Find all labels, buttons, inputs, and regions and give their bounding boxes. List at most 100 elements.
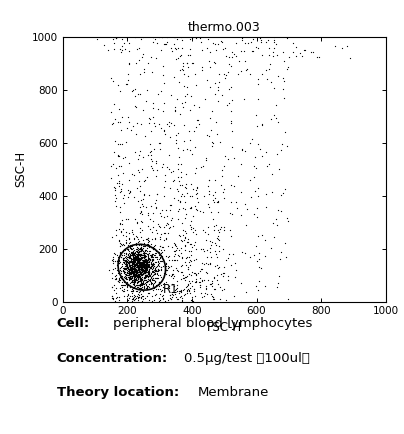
Point bbox=[135, 258, 141, 265]
Point bbox=[130, 265, 136, 272]
Point bbox=[180, 271, 187, 278]
Point bbox=[162, 230, 168, 237]
Point bbox=[158, 87, 164, 94]
Point bbox=[194, 270, 201, 276]
Point bbox=[152, 199, 158, 206]
Point bbox=[179, 204, 186, 211]
Point bbox=[207, 63, 213, 70]
Point bbox=[128, 256, 135, 263]
Point bbox=[114, 268, 121, 275]
Point bbox=[130, 280, 137, 287]
Point bbox=[121, 259, 127, 266]
Point bbox=[135, 256, 141, 263]
Point bbox=[182, 243, 188, 250]
Point bbox=[137, 250, 144, 257]
Point bbox=[138, 208, 144, 215]
Point bbox=[117, 208, 123, 215]
Point bbox=[201, 192, 207, 199]
Point bbox=[136, 256, 142, 263]
Point bbox=[140, 242, 147, 249]
Point bbox=[137, 274, 143, 281]
Point bbox=[187, 279, 194, 286]
Point bbox=[155, 261, 161, 268]
Point bbox=[169, 275, 176, 282]
Point bbox=[143, 273, 149, 280]
Point bbox=[183, 273, 190, 280]
Point bbox=[144, 277, 150, 284]
Point bbox=[228, 108, 234, 115]
Point bbox=[162, 131, 169, 138]
Point bbox=[133, 270, 139, 277]
Point bbox=[133, 253, 140, 260]
Point bbox=[256, 249, 263, 256]
Point bbox=[109, 266, 116, 273]
Point bbox=[190, 60, 196, 67]
Point bbox=[254, 205, 260, 212]
Point bbox=[212, 240, 218, 247]
Point bbox=[149, 260, 156, 266]
Point bbox=[174, 288, 181, 295]
Point bbox=[115, 279, 122, 286]
Point bbox=[123, 256, 129, 263]
Point bbox=[145, 286, 152, 293]
Point bbox=[171, 273, 178, 280]
Point bbox=[179, 295, 185, 302]
Point bbox=[122, 271, 128, 278]
Point bbox=[147, 278, 154, 285]
Point bbox=[212, 194, 218, 201]
Point bbox=[130, 259, 137, 266]
Point bbox=[112, 295, 119, 302]
Point bbox=[136, 265, 142, 272]
Point bbox=[188, 278, 195, 285]
Point bbox=[113, 275, 119, 282]
Point bbox=[252, 44, 259, 51]
Point bbox=[259, 71, 265, 78]
Point bbox=[228, 127, 235, 134]
Point bbox=[130, 262, 137, 269]
Point bbox=[116, 225, 123, 232]
Point bbox=[119, 217, 125, 224]
Point bbox=[123, 239, 129, 246]
Point bbox=[126, 190, 132, 197]
Point bbox=[152, 241, 158, 248]
Point bbox=[133, 274, 140, 281]
Point bbox=[192, 170, 199, 177]
Point bbox=[108, 163, 114, 170]
Text: R1: R1 bbox=[163, 283, 179, 296]
Point bbox=[166, 295, 173, 302]
Point bbox=[181, 192, 187, 199]
Point bbox=[135, 256, 141, 263]
Point bbox=[139, 282, 145, 289]
Point bbox=[145, 241, 151, 248]
Point bbox=[154, 230, 160, 237]
Point bbox=[133, 283, 140, 290]
Point bbox=[182, 215, 189, 222]
Point bbox=[161, 40, 167, 47]
Point bbox=[155, 266, 161, 273]
Point bbox=[168, 272, 175, 279]
Point bbox=[136, 256, 143, 263]
Point bbox=[139, 269, 145, 276]
Point bbox=[162, 207, 169, 214]
Point bbox=[182, 259, 188, 266]
Point bbox=[126, 244, 133, 251]
Point bbox=[110, 101, 117, 108]
Point bbox=[145, 244, 152, 251]
Point bbox=[135, 298, 142, 305]
Point bbox=[132, 259, 139, 266]
Point bbox=[139, 259, 145, 266]
Point bbox=[168, 201, 175, 208]
Point bbox=[144, 272, 150, 279]
Point bbox=[171, 122, 177, 128]
Point bbox=[172, 290, 178, 297]
Point bbox=[181, 285, 188, 292]
Point bbox=[141, 243, 147, 250]
Point bbox=[141, 263, 148, 270]
Point bbox=[135, 236, 141, 243]
Point bbox=[146, 250, 152, 257]
Point bbox=[122, 259, 129, 266]
Point bbox=[138, 280, 144, 287]
Point bbox=[131, 263, 137, 270]
Point bbox=[171, 257, 177, 264]
Point bbox=[217, 138, 223, 145]
